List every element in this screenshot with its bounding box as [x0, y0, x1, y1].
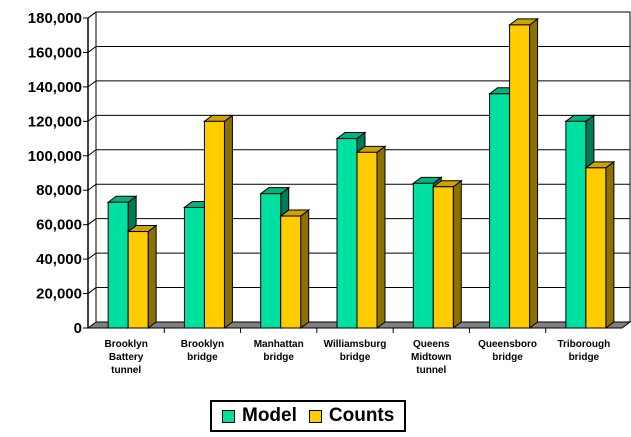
bar-side: [223, 114, 233, 329]
x-category-label-line: Brooklyn: [181, 339, 224, 350]
bar-front: [565, 120, 587, 329]
legend-item-counts: Counts: [308, 405, 395, 427]
y-tick-label: 100,000: [28, 148, 82, 165]
bar-side: [605, 160, 615, 329]
y-axis-ticks: 0 20,000 40,000 60,000 80,000 100,000 120,000 1…: [28, 10, 88, 337]
x-category-label-line: bridge: [340, 352, 371, 363]
bar-side: [300, 209, 310, 329]
x-category-label-line: Brooklyn: [104, 339, 147, 350]
x-category-label-line: Manhattan: [254, 339, 304, 350]
y-tick-label: 60,000: [36, 217, 82, 234]
bar-front: [183, 206, 205, 329]
legend: Model Counts: [210, 400, 407, 432]
x-category-label-line: Triborough: [557, 339, 610, 350]
gridline: [87, 11, 630, 19]
x-category-label-line: Battery: [109, 352, 144, 363]
x-category-label-line: tunnel: [111, 365, 141, 376]
x-category-label: Manhattan bridge: [254, 339, 304, 363]
x-category-label-line: bridge: [492, 352, 523, 363]
bar-counts-1: [202, 114, 234, 329]
x-category-label-line: Midtown: [411, 352, 452, 363]
bar-counts-4: [431, 179, 463, 329]
bar-front: [107, 201, 129, 329]
x-category-label: Queens Midtown tunnel: [411, 339, 452, 376]
x-category-label-line: bridge: [569, 352, 600, 363]
bar-front: [432, 186, 454, 329]
bar-chart: 0 20,000 40,000 60,000 80,000 100,000 120,000 1…: [28, 10, 631, 376]
x-category-label-line: bridge: [187, 352, 218, 363]
legend-label-counts: Counts: [328, 405, 395, 426]
bar-front: [336, 138, 358, 329]
y-tick-label: 20,000: [36, 286, 82, 303]
bar-side: [376, 145, 386, 329]
bar-counts-6: [584, 160, 616, 329]
y-tick-label: 80,000: [36, 182, 82, 199]
y-tick-label: 120,000: [28, 113, 82, 130]
gridline: [87, 45, 630, 53]
gridline: [87, 114, 630, 122]
bar-front: [280, 215, 302, 329]
bar-front: [509, 24, 531, 329]
bar-front: [489, 93, 511, 329]
y-tick-label: 140,000: [28, 79, 82, 96]
bar-counts-5: [508, 17, 540, 329]
x-category-label: Brooklyn Battery tunnel: [104, 339, 147, 376]
x-category-label-line: Queensboro: [478, 339, 537, 350]
legend-swatch-counts: [308, 409, 322, 423]
bar-front: [585, 167, 607, 329]
bar-front: [127, 231, 149, 329]
wall-top-edge: [87, 11, 97, 19]
x-category-label: Triborough bridge: [557, 339, 610, 363]
bar-front: [412, 182, 434, 329]
x-category-label-line: Williamsburg: [324, 339, 387, 350]
bar-side: [529, 17, 539, 329]
bars: [106, 17, 616, 330]
bar-counts-0: [126, 224, 158, 329]
x-category-label-line: tunnel: [416, 365, 446, 376]
x-category-label-line: Queens: [413, 339, 450, 350]
bar-front: [356, 151, 378, 329]
y-tick-label: 0: [74, 320, 82, 337]
bar-front: [260, 193, 282, 329]
bar-front: [203, 120, 225, 329]
bar-side: [147, 224, 157, 329]
bar-counts-2: [279, 209, 311, 329]
x-category-label: Williamsburg bridge: [324, 339, 387, 363]
bar-side: [452, 179, 462, 329]
x-category-label-line: bridge: [263, 352, 294, 363]
y-tick-label: 180,000: [28, 10, 82, 27]
gridline: [87, 80, 630, 88]
bar-counts-3: [355, 145, 387, 329]
legend-swatch-model: [222, 409, 235, 423]
x-category-label: Brooklyn bridge: [181, 339, 224, 363]
legend-item-model: Model: [222, 405, 297, 427]
legend-label-model: Model: [242, 405, 297, 426]
y-tick-label: 160,000: [28, 44, 82, 61]
x-category-label: Queensboro bridge: [478, 339, 537, 363]
y-tick-label: 40,000: [36, 251, 82, 268]
